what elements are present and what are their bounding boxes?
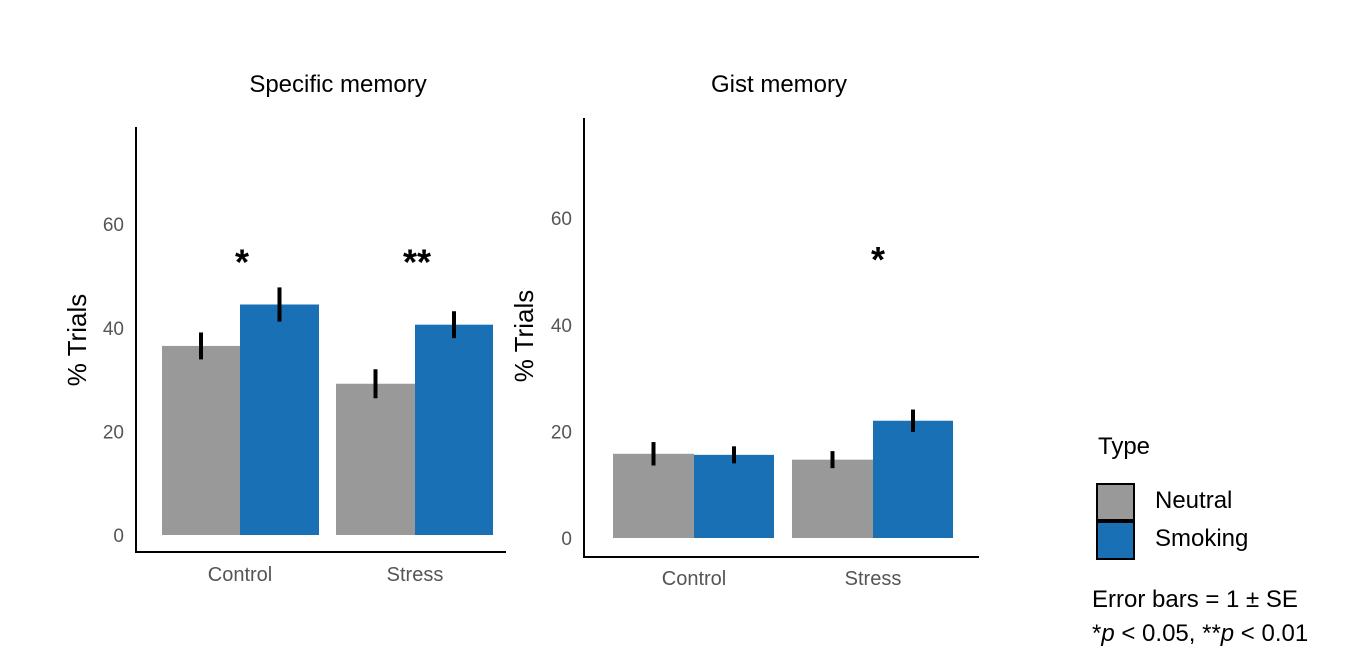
significance-note: *p < 0.05, **p < 0.01 [1092,620,1308,647]
sig-note-p2: p [1220,620,1234,647]
bar-smoking-control [240,304,319,535]
y-tick-label: 20 [551,422,572,443]
error-bar-note: Error bars = 1 ± SE [1092,586,1298,613]
y-tick-label: 0 [113,526,124,547]
y-tick-label: 0 [561,529,572,550]
significance-marker: * [235,241,249,282]
y-tick-label: 40 [103,319,124,340]
bar-neutral-control [162,345,240,535]
bar-smoking-stress [873,420,953,538]
y-axis-label: % Trials [509,290,539,382]
legend-swatch-neutral [1096,483,1135,521]
panel-title: Gist memory [711,71,847,98]
panel-title: Specific memory [249,71,426,98]
sig-note-t2: < 0.01 [1234,620,1308,647]
y-tick-label: 20 [103,422,124,443]
x-category-label: Control [662,568,726,590]
bar-smoking-control [694,454,774,538]
x-category-label: Stress [387,564,444,586]
x-category-label: Control [208,564,272,586]
panel-specific-memory: Specific memory % Trials 0 20 40 60 Control *… [62,71,506,586]
significance-marker: ** [403,241,431,282]
legend-label-neutral: Neutral [1155,487,1232,514]
y-tick-label: 60 [551,209,572,230]
legend-title: Type [1098,433,1150,460]
legend-swatch-smoking [1096,521,1135,560]
legend-label-smoking: Smoking [1155,525,1248,552]
bar-neutral-stress [336,383,415,535]
sig-note-star: * [1092,620,1101,647]
sig-note-t1: < 0.05, ** [1115,620,1221,647]
x-category-label: Stress [845,568,902,590]
sig-note-p1: p [1100,620,1114,647]
bar-smoking-stress [415,324,493,535]
legend: Type Neutral Smoking [1096,433,1248,560]
significance-marker: * [871,239,885,280]
bar-neutral-stress [792,459,873,538]
bar-neutral-control [613,453,694,538]
y-axis-label: % Trials [62,294,92,386]
y-tick-label: 40 [551,316,572,337]
y-tick-label: 60 [103,215,124,236]
panel-gist-memory: Gist memory % Trials 0 20 40 60 Control Stres… [509,71,979,590]
